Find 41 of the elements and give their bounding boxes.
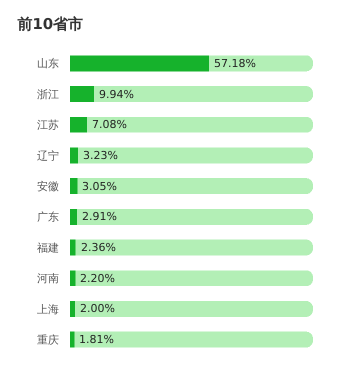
bar	[70, 332, 74, 348]
y-tick-label: 辽宁	[37, 149, 59, 162]
data-label: 2.36%	[81, 241, 116, 254]
bar	[76, 240, 313, 256]
bar	[77, 208, 313, 225]
data-label: 2.91%	[82, 210, 117, 223]
bar	[70, 270, 76, 286]
data-label: 57.18%	[214, 57, 256, 70]
bar	[208, 55, 313, 72]
y-tick-label: 山东	[37, 57, 59, 70]
bar	[70, 240, 76, 256]
bar	[77, 178, 313, 194]
chart-title: 前10省市	[16, 15, 84, 34]
bar	[70, 55, 209, 72]
data-label: 1.81%	[79, 333, 114, 346]
data-label: 9.94%	[99, 88, 134, 101]
bar	[75, 270, 313, 286]
data-label: 7.08%	[92, 118, 127, 131]
y-tick-label: 上海	[37, 302, 59, 316]
y-tick-label: 浙江	[37, 88, 59, 101]
data-label: 3.23%	[83, 149, 118, 162]
bar	[70, 178, 78, 194]
y-tick-label: 安徽	[37, 180, 59, 193]
bar	[94, 86, 313, 102]
data-label: 2.20%	[80, 272, 115, 285]
data-label: 3.05%	[82, 180, 117, 193]
y-tick-label: 福建	[37, 241, 59, 254]
data-label: 2.00%	[80, 302, 115, 315]
y-tick-label: 重庆	[37, 334, 59, 346]
bar	[70, 86, 94, 102]
bar	[74, 332, 313, 348]
bar	[70, 116, 88, 133]
bar	[70, 300, 75, 317]
bar	[70, 147, 78, 164]
y-tick-label: 广东	[37, 210, 59, 224]
bar	[70, 208, 78, 225]
bar	[87, 116, 313, 133]
bar	[78, 147, 313, 164]
y-tick-label: 河南	[37, 272, 59, 286]
y-tick-label: 江苏	[37, 118, 59, 132]
bar	[74, 300, 313, 317]
